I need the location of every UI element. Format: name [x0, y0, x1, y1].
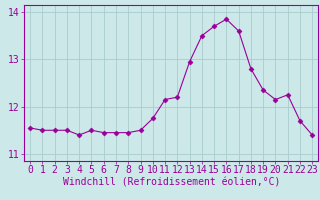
X-axis label: Windchill (Refroidissement éolien,°C): Windchill (Refroidissement éolien,°C) — [62, 178, 280, 188]
